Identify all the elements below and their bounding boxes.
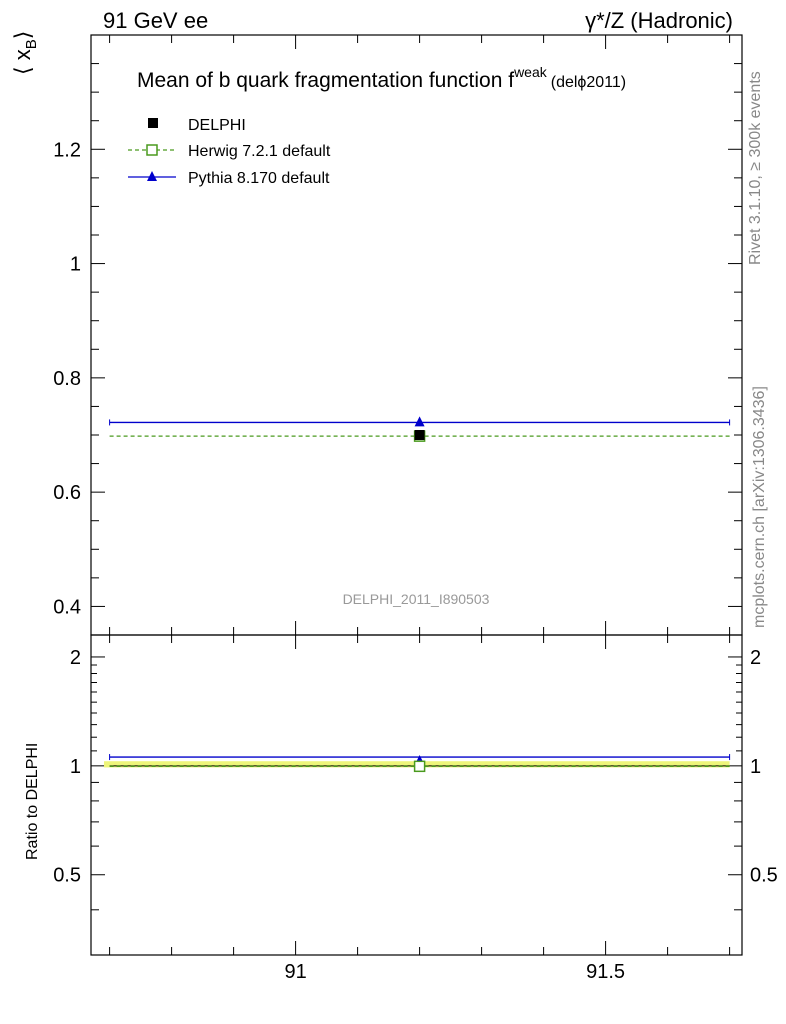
- ratio-y-tick-label-left: 1: [70, 756, 81, 778]
- legend-entry-delphi: DELPHI: [148, 117, 246, 134]
- y-tick-label: 0.4: [53, 596, 81, 618]
- y-tick-label: 0.6: [53, 482, 81, 504]
- delphi-point: [414, 430, 425, 440]
- y-axis-label-text: ⟨ x: [10, 49, 35, 75]
- ratio-marks: [104, 754, 731, 773]
- rivet-label: Rivet 3.1.10, ≥ 300k events: [747, 71, 764, 265]
- legend-marker-pythia: [147, 171, 157, 181]
- ratio-y-tick-label-left: 0.5: [53, 865, 81, 887]
- y-tick-label: 0.8: [53, 368, 81, 390]
- main-ticks: 0.4 0.6 0.8 1 1.2: [53, 34, 742, 636]
- x-tick-label: 91: [284, 961, 306, 983]
- energy-label: 91 GeV ee: [103, 8, 208, 33]
- legend-label-delphi: DELPHI: [188, 117, 246, 134]
- legend-label-pythia: Pythia 8.170 default: [188, 170, 330, 187]
- legend-entry-pythia: Pythia 8.170 default: [128, 170, 330, 187]
- mcplots-label: mcplots.cern.ch [arXiv:1306.3436]: [751, 386, 768, 628]
- legend-entry-herwig: Herwig 7.2.1 default: [128, 143, 331, 160]
- analysis-watermark: DELPHI_2011_I890503: [343, 591, 490, 607]
- ratio-frame: [90, 634, 743, 956]
- legend-marker-delphi: [148, 118, 158, 128]
- chart-title: Mean of b quark fragmentation function f…: [137, 64, 626, 92]
- y-axis-label-close: ⟩: [10, 31, 35, 40]
- legend-marker-herwig: [146, 144, 158, 156]
- legend-label-herwig: Herwig 7.2.1 default: [188, 143, 331, 160]
- chart-title-suffix: (delϕ2011): [551, 74, 626, 91]
- ratio-y-tick-label-right: 1: [750, 756, 761, 778]
- y-tick-label: 1: [70, 254, 81, 276]
- legend: DELPHI Herwig 7.2.1 default Pythia 8.170…: [128, 117, 331, 187]
- ratio-ticks: 0.5 0.5 1 1 2 2 91 91.5: [53, 635, 778, 983]
- ratio-y-tick-label-right: 2: [750, 647, 761, 669]
- x-tick-label: 91.5: [586, 961, 625, 983]
- y-axis-label-main: ⟨ xB⟩: [10, 31, 40, 75]
- y-tick-label: 1.2: [53, 139, 81, 161]
- y-axis-label-sub: B: [23, 39, 40, 49]
- ratio-panel: 0.5 0.5 1 1 2 2 91 91.5 Ratio to DELPHI: [24, 634, 778, 983]
- ratio-y-axis-label: Ratio to DELPHI: [24, 743, 41, 860]
- main-marks: [109, 416, 731, 442]
- ratio-y-tick-label-right: 0.5: [750, 865, 778, 887]
- main-panel: 0.4 0.6 0.8 1 1.2 ⟨ xB⟩ Mean of b quark frag…: [10, 31, 743, 636]
- process-label: γ*/Z (Hadronic): [585, 8, 733, 33]
- chart-title-sup: weak: [513, 64, 548, 80]
- chart-title-text: Mean of b quark fragmentation function f: [137, 69, 514, 92]
- ratio-y-tick-label-left: 2: [70, 647, 81, 669]
- ratio-herwig-point: [413, 760, 426, 773]
- pythia-point: [414, 416, 425, 427]
